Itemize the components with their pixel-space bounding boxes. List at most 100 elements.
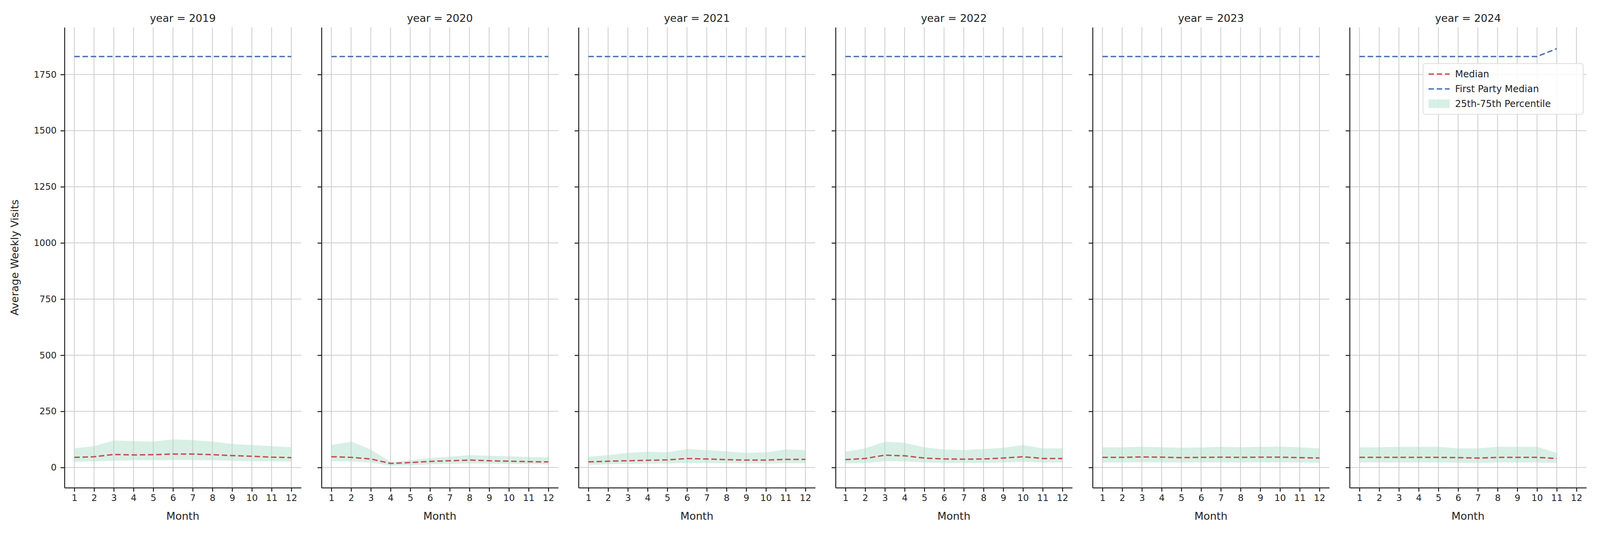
grid-line	[666, 27, 668, 488]
grid	[578, 27, 816, 488]
tick-mark	[60, 74, 65, 76]
percentile-band	[588, 449, 806, 465]
tick-label: 3	[367, 492, 374, 504]
grid-line	[321, 74, 559, 75]
legend-swatch	[1428, 88, 1450, 90]
grid	[1349, 27, 1587, 488]
tick-label: 3	[625, 492, 631, 504]
grid-line	[93, 27, 95, 488]
tick-mark	[113, 487, 115, 492]
y-axis-title: Average Weekly Visits	[8, 199, 21, 316]
tick-mark	[831, 411, 836, 413]
tick-label: 10	[503, 492, 515, 504]
tick-mark	[469, 487, 471, 492]
grid-line	[943, 27, 945, 488]
percentile-band	[74, 439, 292, 463]
tick-mark	[60, 467, 65, 469]
tick	[317, 74, 322, 75]
grid-line	[113, 27, 115, 488]
tick	[831, 467, 836, 468]
tick: 5	[664, 487, 671, 504]
tick-mark	[74, 487, 76, 492]
tick-label: 7	[703, 492, 710, 504]
tick	[1345, 74, 1350, 75]
grid-line	[1259, 27, 1261, 488]
axis-line	[321, 27, 323, 489]
y-axis	[1345, 27, 1350, 489]
tick-mark	[508, 487, 510, 492]
tick-label: 2	[91, 492, 98, 504]
legend-swatch	[1428, 99, 1450, 109]
tick-label: 10	[1017, 492, 1029, 504]
percentile-band	[845, 441, 1063, 464]
tick-mark	[574, 411, 579, 413]
grid-line	[64, 355, 302, 356]
grid-line	[578, 130, 816, 132]
tick-mark	[1088, 130, 1093, 132]
tick-label: 8	[1494, 492, 1501, 504]
tick-label: 7	[960, 492, 967, 504]
tick-mark	[1299, 487, 1301, 492]
tick: 12	[542, 487, 555, 504]
tick-label: 9	[229, 492, 236, 504]
tick-mark	[785, 487, 787, 492]
tick	[317, 467, 322, 468]
grid-line	[321, 242, 559, 244]
tick: 11	[1294, 487, 1306, 504]
grid-line	[152, 27, 154, 488]
tick-mark	[232, 487, 234, 492]
tick-mark	[904, 487, 906, 492]
grid-line	[1092, 410, 1330, 412]
tick: 1	[328, 487, 335, 504]
tick-mark	[429, 487, 431, 492]
axis-line	[64, 27, 66, 489]
tick: 10	[760, 487, 772, 504]
x-axis: 123456789101112	[321, 487, 559, 504]
tick-mark	[667, 487, 669, 492]
tick	[831, 186, 836, 188]
percentile-band	[331, 441, 549, 467]
grid-line	[835, 74, 1073, 75]
percentile-band	[1359, 446, 1557, 463]
tick-mark	[317, 242, 322, 244]
grid-line	[429, 27, 431, 488]
tick	[574, 411, 579, 412]
tick-mark	[1576, 487, 1578, 492]
tick-mark	[574, 74, 579, 76]
tick	[574, 186, 579, 188]
grid-line	[904, 27, 906, 488]
grid-line	[212, 27, 213, 488]
series-line	[588, 458, 806, 463]
tick: 6	[684, 487, 691, 504]
grid-line	[647, 27, 649, 488]
tick-label: 2	[862, 492, 869, 504]
tick-label: 8	[466, 492, 473, 504]
tick-label: 9	[743, 492, 750, 504]
grid-line	[469, 27, 470, 488]
grid-line	[884, 27, 886, 488]
tick	[1088, 355, 1093, 356]
grid-line	[578, 467, 816, 468]
tick: 5	[1435, 487, 1442, 504]
tick	[831, 74, 836, 75]
tick-label: 750	[39, 294, 57, 305]
tick: 1	[71, 487, 78, 504]
tick-mark	[317, 130, 322, 132]
tick-label: 6	[1455, 492, 1462, 504]
tick-mark	[831, 467, 836, 469]
axis-line	[578, 27, 580, 489]
tick-label: 0	[50, 462, 57, 473]
tick-label: 8	[980, 492, 987, 504]
tick	[831, 242, 836, 244]
grid-line	[1002, 27, 1004, 488]
grid-line	[64, 186, 302, 188]
tick	[1088, 74, 1093, 75]
grid-line	[321, 298, 559, 300]
tick: 1000	[33, 237, 65, 249]
tick-mark	[1345, 411, 1350, 413]
tick: 9	[486, 487, 493, 504]
tick: 2	[1376, 487, 1383, 504]
grid-line	[578, 186, 816, 188]
tick-mark	[317, 467, 322, 469]
grid	[1092, 27, 1330, 488]
